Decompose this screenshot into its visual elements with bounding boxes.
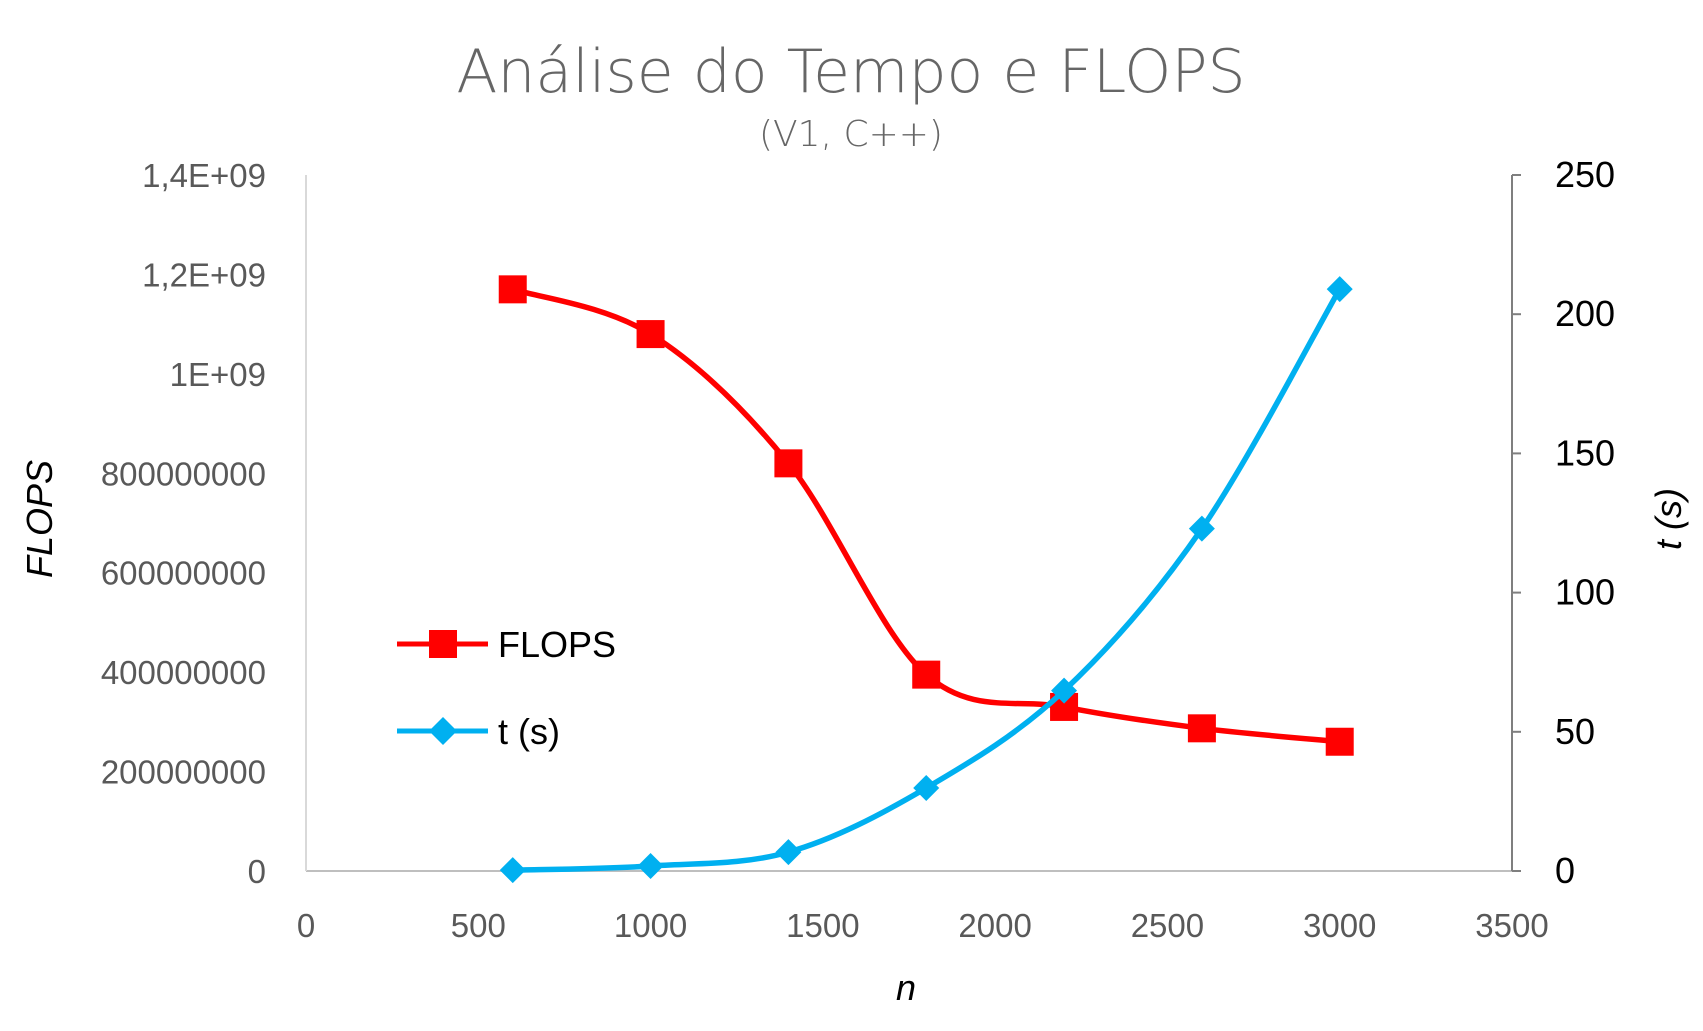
chart-subtitle: (V1, C++) [759,114,943,155]
x-tick-label: 2000 [958,907,1031,944]
left-y-tick-label: 200000000 [101,754,266,791]
data-point-time [1326,276,1353,303]
x-tick-label: 2500 [1131,907,1204,944]
data-point-time [913,775,940,802]
data-point-flops [912,660,941,689]
chart-title: Análise do Tempo e FLOPS [456,37,1245,107]
data-point-flops [636,320,665,349]
legend: FLOPS t (s) [397,624,616,752]
x-tick-label: 3000 [1303,907,1376,944]
right-y-tick-label: 100 [1555,572,1615,613]
right-y-tick-label: 250 [1555,154,1615,195]
legend-time-marker [429,717,457,745]
right-y-tick-label: 50 [1555,711,1595,752]
axes [305,175,1513,872]
data-point-time [637,852,664,879]
legend-item-time: t (s) [397,711,560,752]
x-tick-label: 500 [451,907,506,944]
right-y-tick-labels: 0 50 100 150 200 250 [1512,154,1615,891]
legend-item-flops: FLOPS [397,624,616,665]
left-y-tick-label: 800000000 [101,455,266,492]
legend-flops-marker [429,630,457,658]
x-tick-label: 1000 [614,907,687,944]
left-y-tick-label: 0 [248,853,266,890]
right-y-tick-label: 0 [1555,850,1575,891]
left-y-tick-labels: 0 200000000 400000000 600000000 800000000 1E+… [101,157,266,890]
left-y-tick-label: 1,4E+09 [142,157,266,194]
x-tick-label: 0 [297,907,315,944]
x-tick-labels: 0 500 1000 1500 2000 2500 3000 3500 [297,907,1549,944]
data-point-time [775,839,802,866]
data-point-flops [1325,727,1354,756]
data-point-time [1188,515,1215,542]
left-y-tick-label: 1E+09 [170,356,266,393]
left-y-tick-label: 600000000 [101,555,266,592]
data-point-time [499,857,526,884]
right-y-tick-label: 200 [1555,293,1615,334]
left-y-tick-label: 400000000 [101,654,266,691]
right-y-axis-label: t (s) [1648,488,1689,550]
legend-flops-label: FLOPS [498,624,616,665]
data-point-time [1051,677,1078,704]
data-point-flops [1187,714,1216,743]
series-layer [498,275,1354,884]
x-tick-label: 1500 [786,907,859,944]
right-y-tick-label: 150 [1555,432,1615,473]
x-axis-label: n [896,967,916,1008]
x-tick-label: 3500 [1475,907,1548,944]
left-y-tick-label: 1,2E+09 [142,256,266,293]
series-time [499,276,1353,884]
left-y-axis-label: FLOPS [19,460,60,578]
legend-time-label: t (s) [498,711,560,752]
series-flops [498,275,1354,756]
data-point-flops [774,449,803,478]
data-point-flops [498,275,527,304]
